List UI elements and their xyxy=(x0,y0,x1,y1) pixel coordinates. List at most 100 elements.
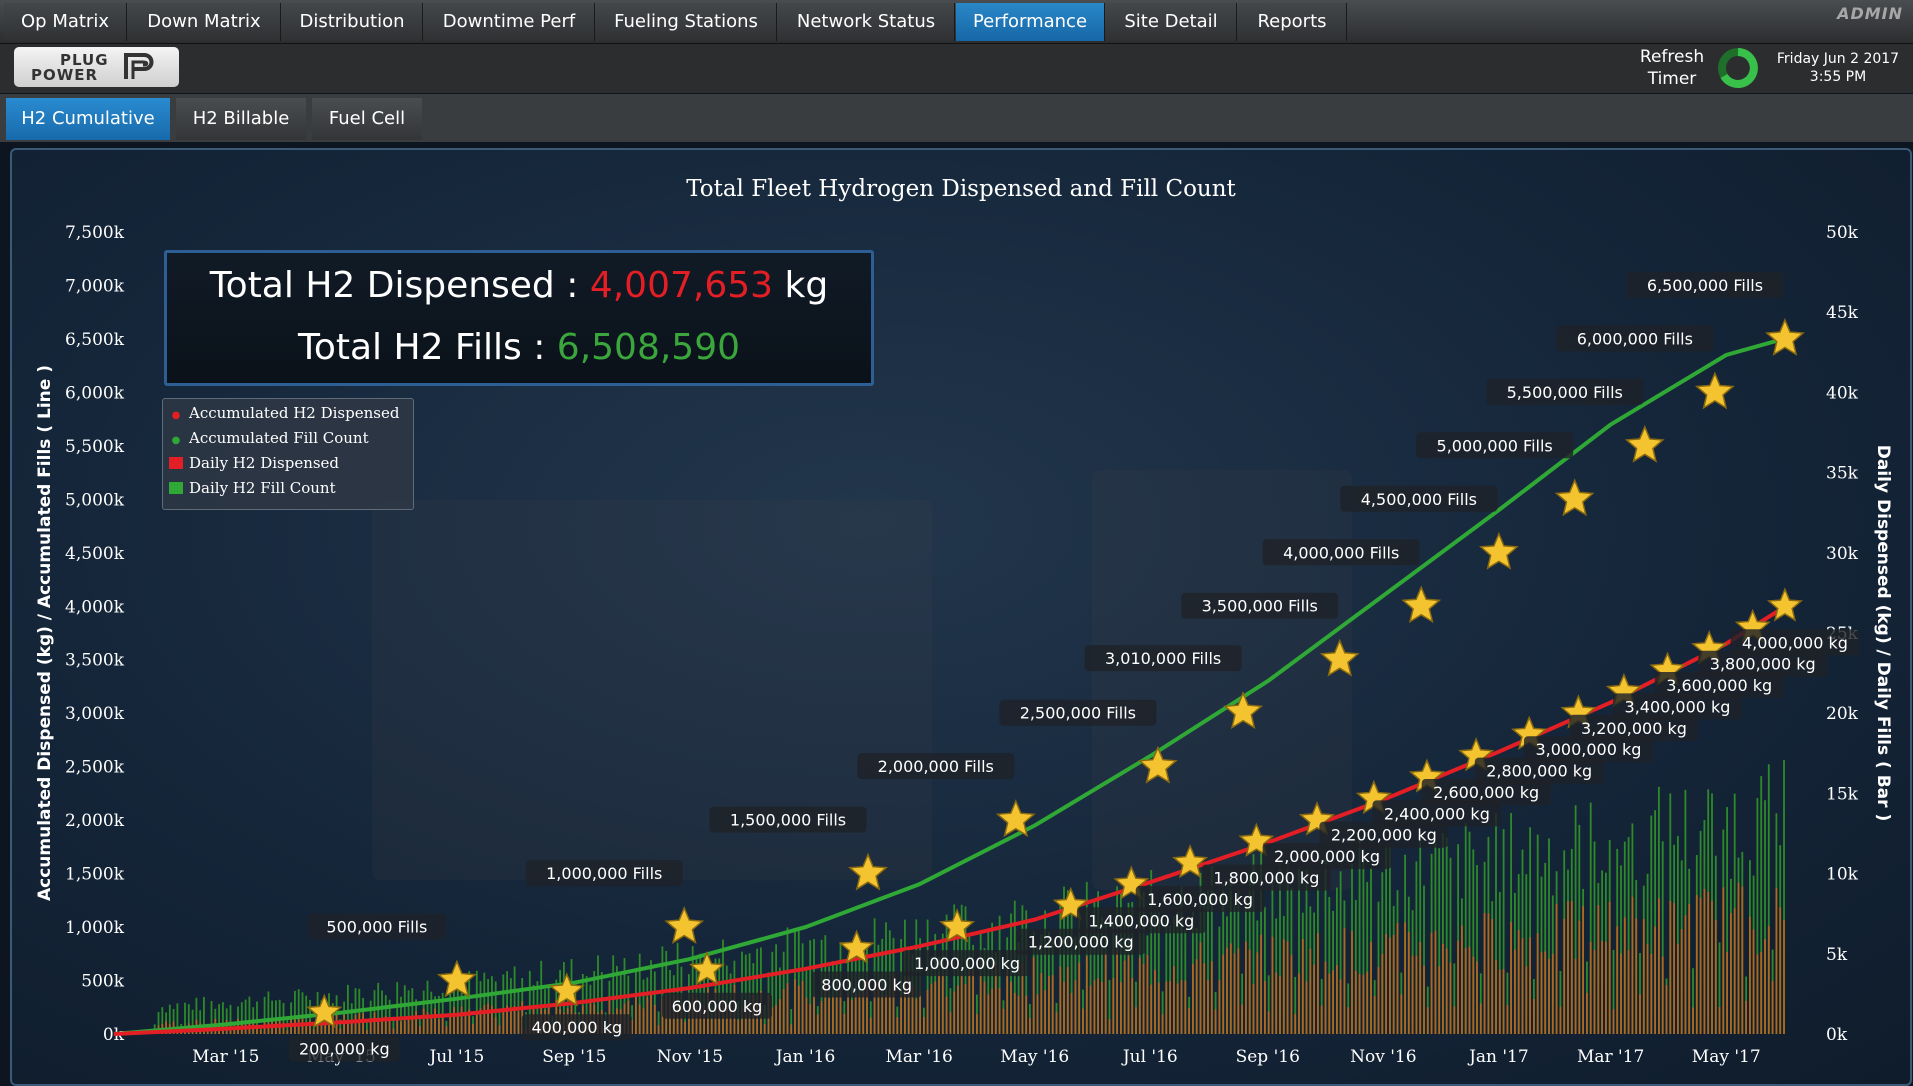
tab-down-matrix[interactable]: Down Matrix xyxy=(128,3,281,41)
kg-milestone-label: 3,000,000 kg xyxy=(1535,740,1641,759)
daily-fill-bar xyxy=(483,972,486,1034)
daily-fill-bar xyxy=(199,1010,202,1034)
legend-item-accumulated-dispensed[interactable]: ● Accumulated H2 Dispensed xyxy=(171,404,400,422)
legend-item-accumulated-fills[interactable]: ● Accumulated Fill Count xyxy=(171,429,369,447)
daily-dispensed-bar xyxy=(1442,943,1444,1034)
tab-distribution[interactable]: Distribution xyxy=(282,3,423,41)
current-date: Friday Jun 2 2017 xyxy=(1776,51,1900,67)
daily-fill-bar xyxy=(1180,886,1183,1034)
daily-dispensed-bar xyxy=(1718,1007,1721,1034)
fills-milestone-label-box xyxy=(709,806,867,833)
legend-item-daily-dispensed[interactable]: Daily H2 Dispensed xyxy=(169,451,339,475)
daily-dispensed-bar xyxy=(1665,985,1668,1034)
tab-site-detail[interactable]: Site Detail xyxy=(1106,3,1237,41)
daily-fill-bar xyxy=(756,948,758,1034)
daily-fill-bar xyxy=(1381,872,1384,1034)
daily-dispensed-bar xyxy=(1226,947,1228,1034)
fills-milestone-label-box xyxy=(1626,271,1784,298)
daily-fill-bar xyxy=(396,982,399,1034)
daily-dispensed-bar xyxy=(506,1005,508,1034)
daily-dispensed-bar xyxy=(1597,905,1600,1034)
daily-dispensed-bar xyxy=(282,1022,285,1034)
daily-dispensed-bar xyxy=(1078,962,1081,1034)
daily-fill-bar xyxy=(1267,975,1270,1034)
tab-fuel-cell[interactable]: Fuel Cell xyxy=(312,98,422,140)
daily-dispensed-bar xyxy=(1529,937,1531,1034)
daily-dispensed-bar xyxy=(710,1017,713,1034)
daily-fill-bar xyxy=(263,996,266,1034)
daily-dispensed-bar xyxy=(1082,1008,1084,1034)
daily-dispensed-bar xyxy=(1328,973,1331,1034)
daily-dispensed-bar xyxy=(343,1014,345,1034)
refresh-timer-icon[interactable] xyxy=(1716,46,1760,90)
daily-dispensed-bar xyxy=(396,1020,399,1034)
daily-dispensed-bar xyxy=(775,1004,777,1034)
tab-h2-cumulative[interactable]: H2 Cumulative xyxy=(6,98,170,140)
daily-fill-bar xyxy=(384,995,387,1034)
tab-h2-billable[interactable]: H2 Billable xyxy=(176,98,306,140)
daily-fill-bar xyxy=(684,1007,686,1034)
daily-fill-bar xyxy=(1305,869,1308,1034)
daily-dispensed-bar xyxy=(1362,974,1365,1034)
daily-dispensed-bar xyxy=(885,994,887,1034)
daily-fill-bar xyxy=(1358,836,1361,1034)
daily-fill-bar xyxy=(593,971,596,1034)
daily-dispensed-bar xyxy=(1309,948,1312,1034)
daily-fill-bar xyxy=(612,955,615,1034)
daily-dispensed-bar xyxy=(475,1012,478,1034)
daily-dispensed-bar xyxy=(1620,953,1622,1034)
daily-dispensed-bar xyxy=(1699,897,1702,1034)
tab-fueling-stations[interactable]: Fueling Stations xyxy=(596,3,777,41)
plug-power-logo[interactable]: PLUG POWER xyxy=(14,47,179,87)
daily-dispensed-bar xyxy=(1616,926,1619,1034)
daily-fill-bar xyxy=(1044,910,1046,1034)
daily-dispensed-bar xyxy=(1097,978,1099,1034)
tab-op-matrix[interactable]: Op Matrix xyxy=(4,3,127,41)
daily-fill-bar xyxy=(1767,764,1770,1034)
daily-dispensed-bar xyxy=(1245,941,1247,1034)
daily-fill-bar xyxy=(1101,917,1103,1034)
daily-dispensed-bar xyxy=(419,1026,421,1034)
daily-dispensed-bar xyxy=(1301,939,1304,1034)
daily-fill-bar xyxy=(388,999,391,1034)
legend-item-daily-fills[interactable]: Daily H2 Fill Count xyxy=(169,476,336,500)
daily-dispensed-bar xyxy=(1089,985,1092,1034)
daily-dispensed-bar xyxy=(1673,903,1675,1034)
daily-dispensed-bar xyxy=(1112,978,1115,1034)
daily-dispensed-bar xyxy=(854,994,857,1034)
daily-fill-bar xyxy=(172,1009,175,1034)
daily-dispensed-bar xyxy=(1578,920,1581,1034)
tab-network-status[interactable]: Network Status xyxy=(778,3,955,41)
y-axis-left-tick-label: 2,000k xyxy=(65,811,125,831)
daily-fill-bar xyxy=(157,1012,160,1034)
daily-dispensed-bar xyxy=(472,1023,474,1034)
daily-fill-bar xyxy=(1548,838,1550,1034)
daily-dispensed-bar xyxy=(771,1007,774,1034)
daily-fill-bar xyxy=(1108,979,1111,1034)
tab-downtime-perf[interactable]: Downtime Perf xyxy=(424,3,595,41)
daily-dispensed-bar xyxy=(782,989,785,1034)
daily-dispensed-bar xyxy=(1029,1018,1031,1034)
daily-dispensed-bar xyxy=(900,994,902,1034)
tab-reports[interactable]: Reports xyxy=(1238,3,1347,41)
daily-dispensed-bar xyxy=(1453,1006,1456,1034)
daily-fill-bar xyxy=(392,1020,395,1034)
daily-dispensed-bar xyxy=(866,978,868,1034)
kg-milestone-label-box xyxy=(811,971,922,998)
daily-fill-bar xyxy=(294,990,296,1034)
daily-fill-bar xyxy=(381,990,383,1034)
daily-dispensed-bar xyxy=(820,1001,823,1034)
fills-milestone-star xyxy=(1401,585,1442,624)
daily-dispensed-bar xyxy=(1741,886,1744,1034)
tab-performance[interactable]: Performance xyxy=(956,3,1105,41)
daily-dispensed-bar xyxy=(801,980,804,1034)
daily-fill-bar xyxy=(775,944,777,1034)
daily-dispensed-bar xyxy=(953,991,956,1034)
daily-fill-bar xyxy=(297,989,300,1034)
y-axis-left-tick-label: 2,500k xyxy=(65,758,125,778)
kg-milestone-star xyxy=(838,929,875,964)
kpi-fills-value: 6,508,590 xyxy=(556,327,741,368)
daily-dispensed-bar xyxy=(741,1007,743,1034)
daily-dispensed-bar xyxy=(1631,896,1634,1034)
daily-dispensed-bar xyxy=(1783,920,1785,1034)
